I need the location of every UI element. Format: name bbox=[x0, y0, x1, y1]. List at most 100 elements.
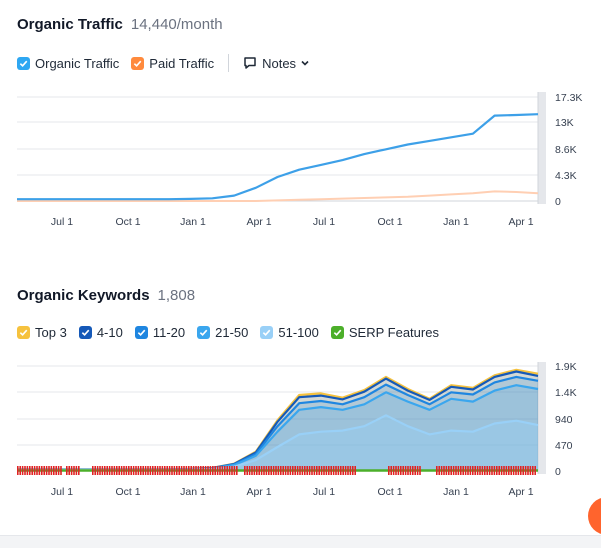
serp-marker bbox=[455, 466, 457, 475]
serp-marker bbox=[137, 466, 140, 475]
checkbox-checked-icon[interactable] bbox=[17, 56, 30, 70]
checkbox-checked-icon[interactable] bbox=[134, 326, 148, 339]
chat-launcher-button[interactable] bbox=[588, 497, 601, 535]
serp-marker bbox=[113, 466, 116, 475]
serp-marker bbox=[111, 466, 113, 475]
serp-marker bbox=[419, 466, 421, 475]
serp-marker bbox=[48, 466, 50, 475]
serp-marker bbox=[304, 466, 306, 475]
serp-marker bbox=[412, 466, 414, 475]
serp-marker bbox=[231, 466, 233, 475]
y-tick-label: 1.4K bbox=[555, 387, 577, 399]
serp-marker bbox=[452, 466, 455, 475]
serp-marker bbox=[180, 466, 183, 475]
area-51-100 bbox=[17, 415, 538, 470]
traffic-y-axis: 17.3K 13K 8.6K 4.3K 0 bbox=[555, 92, 582, 208]
checkbox-checked-icon[interactable] bbox=[131, 56, 145, 70]
serp-marker bbox=[144, 466, 147, 475]
serp-marker bbox=[226, 466, 228, 475]
keywords-legend: Top 3 4-10 11-20 21-50 51-100 SERP Featu… bbox=[17, 325, 451, 340]
serp-marker bbox=[258, 466, 260, 475]
serp-marker bbox=[311, 466, 313, 475]
serp-marker bbox=[236, 466, 238, 475]
legend-paid-traffic[interactable]: Paid Traffic bbox=[131, 56, 214, 71]
legend-21-50[interactable]: 21-50 bbox=[197, 325, 248, 340]
serp-marker bbox=[289, 466, 292, 475]
serp-marker bbox=[108, 466, 111, 475]
note-icon bbox=[243, 56, 257, 70]
serp-marker bbox=[116, 466, 118, 475]
checkbox-checked-icon[interactable] bbox=[78, 326, 92, 339]
x-tick-label: Jan 1 bbox=[443, 486, 469, 498]
serp-marker bbox=[166, 466, 168, 475]
serp-marker bbox=[43, 466, 45, 475]
legend-serp-features[interactable]: SERP Features bbox=[330, 325, 439, 340]
serp-marker bbox=[41, 466, 43, 475]
serp-marker bbox=[438, 466, 440, 475]
serp-marker bbox=[125, 466, 128, 475]
organic-keywords-chart: 1.9K 1.4K 940 470 0 Jul 1 Oct 1 Jan 1 Ap… bbox=[17, 361, 577, 498]
serp-marker bbox=[472, 466, 474, 475]
range-scrollbar[interactable] bbox=[538, 92, 546, 204]
organic-traffic-chart: 17.3K 13K 8.6K 4.3K 0 Jul 1 Oct 1 Jan 1 … bbox=[17, 92, 582, 228]
serp-marker bbox=[168, 466, 171, 475]
serp-marker bbox=[416, 466, 419, 475]
serp-marker bbox=[328, 466, 330, 475]
serp-marker bbox=[140, 466, 142, 475]
keywords-series bbox=[17, 368, 539, 471]
serp-marker bbox=[486, 466, 488, 475]
serp-marker bbox=[78, 466, 80, 475]
serp-marker bbox=[282, 466, 284, 475]
serp-marker bbox=[464, 466, 467, 475]
serp-marker bbox=[479, 466, 481, 475]
range-scrollbar[interactable] bbox=[538, 362, 546, 474]
legend-organic-traffic[interactable]: Organic Traffic bbox=[17, 56, 119, 71]
serp-marker bbox=[400, 466, 402, 475]
legend-label: SERP Features bbox=[348, 325, 439, 340]
y-tick-label: 1.9K bbox=[555, 361, 577, 373]
serp-marker bbox=[94, 466, 96, 475]
serp-marker bbox=[347, 466, 349, 475]
checkbox-checked-icon[interactable] bbox=[260, 326, 274, 339]
serp-marker bbox=[183, 466, 185, 475]
serp-marker bbox=[498, 466, 500, 475]
serp-marker bbox=[316, 466, 318, 475]
y-tick-label: 0 bbox=[555, 196, 561, 208]
legend-51-100[interactable]: 51-100 bbox=[260, 325, 319, 340]
serp-marker bbox=[436, 466, 438, 475]
checkbox-checked-icon[interactable] bbox=[197, 326, 211, 339]
checkbox-checked-icon[interactable] bbox=[17, 326, 30, 339]
serp-marker bbox=[280, 466, 282, 475]
serp-marker bbox=[149, 466, 152, 475]
serp-marker bbox=[104, 466, 106, 475]
serp-marker bbox=[395, 466, 397, 475]
serp-marker bbox=[200, 466, 202, 475]
serp-marker bbox=[202, 466, 204, 475]
serp-marker bbox=[457, 466, 460, 475]
notes-dropdown[interactable]: Notes bbox=[243, 56, 310, 71]
serp-marker bbox=[476, 466, 479, 475]
serp-marker bbox=[132, 466, 135, 475]
legend-11-20[interactable]: 11-20 bbox=[134, 325, 185, 340]
serp-marker bbox=[190, 466, 192, 475]
serp-marker bbox=[342, 466, 344, 475]
serp-marker bbox=[277, 466, 280, 475]
serp-marker bbox=[45, 466, 48, 475]
serp-marker bbox=[527, 466, 529, 475]
x-tick-label: Jul 1 bbox=[313, 216, 335, 228]
serp-marker bbox=[192, 466, 195, 475]
serp-marker bbox=[260, 466, 263, 475]
serp-marker bbox=[123, 466, 125, 475]
serp-marker bbox=[301, 466, 304, 475]
serp-marker bbox=[99, 466, 101, 475]
serp-marker bbox=[38, 466, 41, 475]
serp-marker bbox=[508, 466, 510, 475]
serp-marker bbox=[474, 466, 476, 475]
serp-marker bbox=[352, 466, 354, 475]
legend-4-10[interactable]: 4-10 bbox=[78, 325, 123, 340]
serp-marker bbox=[414, 466, 416, 475]
checkbox-checked-icon[interactable] bbox=[330, 326, 344, 339]
serp-marker bbox=[142, 466, 144, 475]
x-tick-label: Oct 1 bbox=[115, 216, 140, 228]
legend-top-3[interactable]: Top 3 bbox=[17, 325, 67, 340]
